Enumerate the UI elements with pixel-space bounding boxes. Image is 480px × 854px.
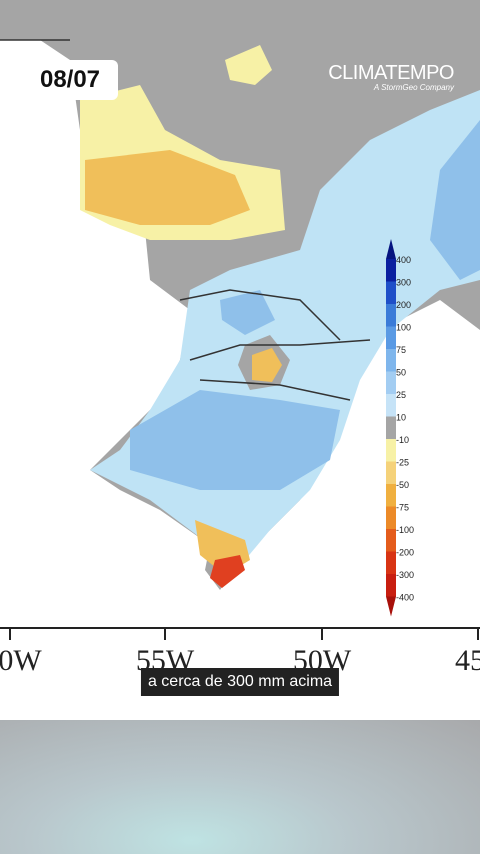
colorbar-segment [386,551,396,574]
colorbar-segment [386,304,396,327]
zone-blue [220,290,275,335]
colorbar-end [386,239,396,259]
colorbar-segment [386,349,396,372]
colorbar-label: 50 [396,368,406,378]
colorbar-segment [386,439,396,462]
date-label: 08/07 [22,60,118,100]
longitude-label: 0W [0,644,42,677]
colorbar-label: -300 [396,570,414,580]
colorbar-label: 10 [396,413,406,423]
colorbar-label: 100 [396,323,411,333]
blurred-area [0,720,480,854]
colorbar-segment [386,484,396,507]
colorbar-segment [386,506,396,529]
colorbar-label: -25 [396,458,409,468]
zone-yellow [225,45,272,85]
colorbar-label: 300 [396,278,411,288]
caption: a cerca de 300 mm acima [140,668,340,696]
colorbar-segment [386,259,396,282]
colorbar-segment [386,394,396,417]
colorbar-end [386,596,396,617]
colorbar-segment [386,461,396,484]
colorbar-label: 25 [396,390,406,400]
zone-orange [85,150,250,225]
colorbar-segment [386,416,396,439]
colorbar-label: -100 [396,525,414,535]
logo-text: CLIMATEMPO [328,62,454,84]
colorbar-label: -200 [396,548,414,558]
colorbar-segment [386,529,396,552]
zone-blue [430,120,480,280]
colorbar-segment [386,326,396,349]
borders [0,39,371,401]
colorbar-segment [386,281,396,304]
logo-subtitle: A StormGeo Company [373,83,454,92]
zone-red [210,555,245,588]
colorbar-label: 75 [396,345,406,355]
map: 0W 55W 50W 45 40030020010075502510-10-25-50… [0,0,480,677]
logo: CLIMATEMPO A StormGeo Company [328,62,454,92]
colorbar-label: 400 [396,255,411,265]
longitude-label: 45 [455,644,480,677]
zone-orange [252,348,282,382]
colorbar-label: -75 [396,503,409,513]
colorbar-segment [386,371,396,394]
colorbar-label: -10 [396,435,409,445]
colorbar-segment [386,574,396,597]
colorbar-label: -50 [396,480,409,490]
colorbar-label: -400 [396,593,414,603]
zone-blue [130,390,340,490]
colorbar-label: 200 [396,300,411,310]
